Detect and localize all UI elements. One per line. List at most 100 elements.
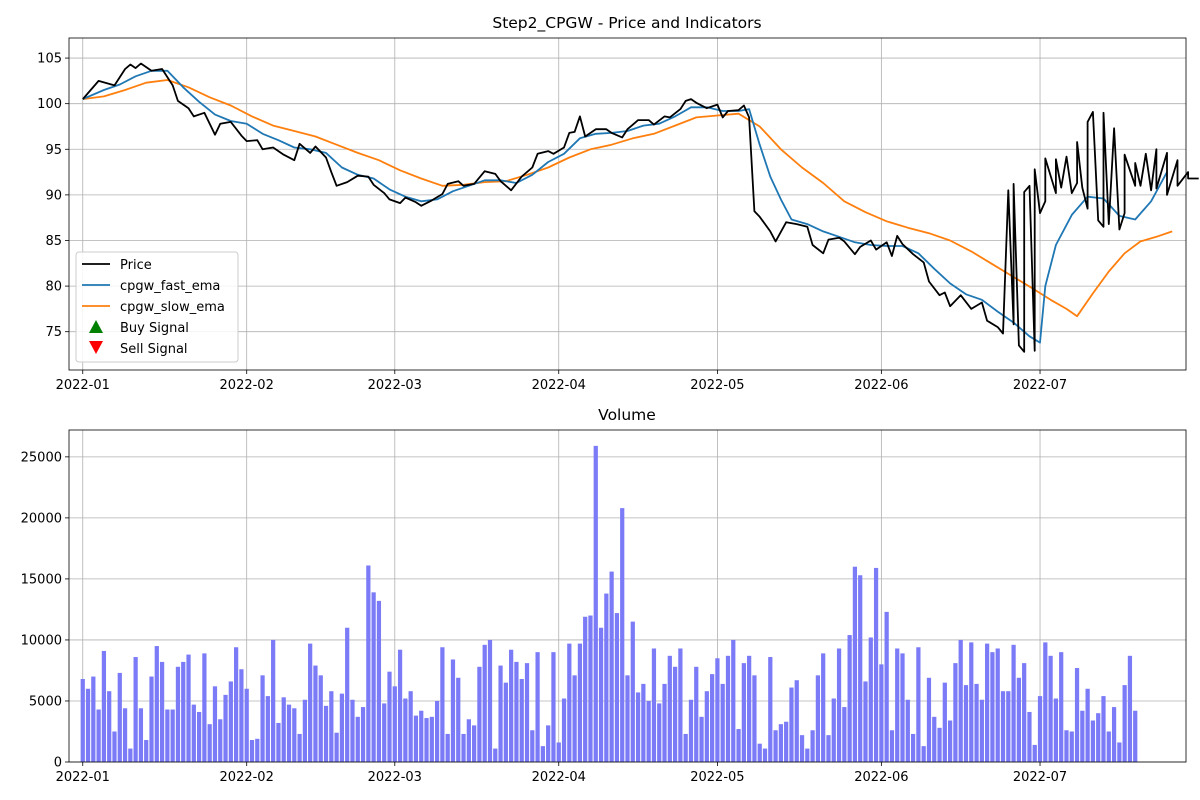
volume-bar [821,653,826,762]
volume-bar [1069,731,1074,762]
volume-bar [926,677,932,762]
volume-bar [1090,720,1096,762]
volume-bar [212,686,218,762]
price-x-axis: 2022-01 2022-02 2022-03 2022-04 2022-05 2022-… [56,370,1067,393]
legend-label-sell: Sell Signal [120,342,188,357]
volume-bar [805,748,810,762]
volume-bar [122,708,128,762]
volume-y-axis: 0 5000 10000 15000 20000 25000 [21,450,69,771]
legend-label-price: Price [120,258,152,273]
volume-bars-layer [80,445,1138,762]
volume-bar [937,727,942,762]
volume-bar [107,691,112,762]
price-plot-frame [68,37,1187,371]
volume-bar [1053,698,1059,762]
volume-x-tick-label: 2022-04 [532,770,586,785]
volume-bar [387,671,392,762]
volume-bar [561,698,567,762]
volume-bar [96,709,101,762]
volume-bar [149,676,154,762]
volume-bar [604,593,609,762]
volume-bar [1000,691,1006,762]
volume-bar [1016,677,1021,762]
volume-x-tick-label: 2022-02 [220,770,274,785]
volume-bar [826,735,831,762]
volume-bar [583,616,588,762]
volume-bar [445,733,450,762]
volume-bar [313,665,318,762]
volume-x-tick-label: 2022-03 [368,770,422,785]
volume-bar [889,730,895,762]
volume-bar [175,666,181,762]
volume-bar [350,699,355,762]
volume-bar [773,730,778,762]
volume-bar [810,730,815,762]
volume-bar [630,621,635,762]
volume-x-tick-label: 2022-06 [854,770,908,785]
volume-bar [434,700,440,762]
price-y-axis: 75 80 85 90 95 100 105 [37,52,69,340]
volume-bar [757,743,762,762]
volume-bar [953,663,958,762]
volume-bar [979,699,984,762]
volume-bar [239,669,244,762]
volume-chart-title: Volume [598,406,656,424]
volume-bar [1127,655,1133,762]
volume-bar [265,696,270,762]
volume-bar [1006,691,1011,762]
volume-bar [419,710,424,762]
volume-bar [789,687,794,762]
volume-bar [535,652,540,762]
volume-bar [778,724,783,762]
volume-bar [990,652,995,762]
price-y-tick-label: 80 [45,280,62,295]
volume-bar [879,664,884,762]
volume-bar [593,445,598,762]
volume-bar [519,679,524,762]
volume-plot-frame [68,429,1187,763]
volume-bar [588,615,593,762]
volume-bar [635,692,641,762]
volume-bar [683,733,688,762]
volume-bar [1117,742,1122,762]
series-line-Price [82,62,1199,353]
volume-bar [345,627,350,762]
price-y-tick-label: 75 [45,325,62,340]
volume-bar [794,680,799,762]
volume-bar [657,703,662,762]
volume-bar [948,720,953,762]
volume-bar [577,643,583,762]
volume-bar [546,725,551,762]
volume-bar [466,719,471,762]
volume-bar [556,742,561,762]
volume-bar [720,683,725,762]
volume-x-tick-label: 2022-01 [56,770,110,785]
volume-bar [1133,710,1138,762]
volume-bar [715,658,720,762]
volume-bar [308,643,313,762]
volume-bar [662,683,667,762]
volume-bar [80,679,85,762]
volume-bar [382,703,387,762]
volume-bar [334,732,339,762]
price-y-tick-label: 95 [45,143,62,158]
price-series-layer [82,62,1199,353]
volume-y-tick-label: 20000 [21,511,62,526]
volume-bar [799,735,805,762]
volume-bar [667,655,672,762]
volume-y-tick-label: 0 [54,756,62,771]
volume-bar [292,708,297,762]
price-y-tick-label: 100 [37,97,62,112]
volume-bar [165,709,170,762]
volume-bar [609,571,614,762]
volume-bar [255,738,260,762]
volume-bar [286,704,292,762]
volume-bar [1064,730,1069,762]
volume-bar [1011,644,1016,762]
volume-bar [969,642,974,762]
volume-bar [932,716,937,762]
volume-y-tick-label: 25000 [21,450,62,465]
volume-bar [900,653,905,762]
volume-bar [329,691,334,762]
volume-bar [170,709,175,762]
